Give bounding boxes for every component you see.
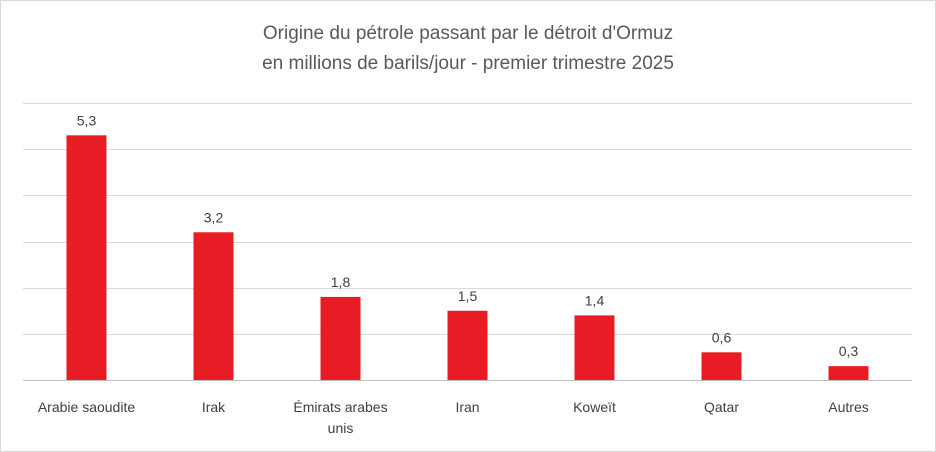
chart-subtitle: en millions de barils/jour - premier tri…	[262, 53, 674, 74]
data-label: 3,2	[204, 209, 224, 225]
category-label: Iran	[455, 399, 479, 415]
data-label: 1,8	[331, 274, 351, 290]
bar	[701, 352, 742, 380]
data-label: 1,5	[458, 288, 478, 304]
category-label: Arabie saoudite	[38, 399, 136, 415]
category-label: Autres	[828, 399, 868, 415]
category-label: Koweït	[573, 399, 616, 415]
category-label: Irak	[202, 399, 226, 415]
bar	[193, 232, 234, 380]
category-label: Qatar	[704, 399, 739, 415]
chart-title: Origine du pétrole passant par le détroi…	[262, 23, 674, 44]
bar	[66, 135, 107, 380]
bar	[828, 366, 869, 380]
bar	[447, 310, 488, 380]
category-label: unis	[328, 420, 354, 436]
data-label: 5,3	[77, 112, 97, 128]
bar	[574, 315, 615, 380]
data-label: 0,3	[839, 343, 859, 359]
data-label: 1,4	[585, 292, 605, 308]
bar	[320, 296, 361, 380]
category-label: Émirats arabes	[293, 399, 387, 415]
data-label: 0,6	[712, 329, 732, 345]
